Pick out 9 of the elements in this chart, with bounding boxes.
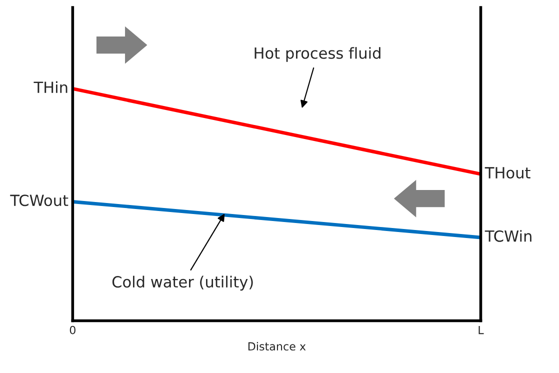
x-tick-label: 0: [70, 326, 76, 334]
text: Hot process fluid: [254, 47, 380, 62]
annotation: THout: [484, 167, 530, 179]
annotation: TCWin: [484, 230, 532, 242]
annotation: TCWout: [10, 194, 68, 206]
annotation: THin: [34, 81, 68, 93]
x-tick-label: L: [478, 326, 484, 334]
annotation: Cold water (utility): [112, 276, 253, 291]
x-axis-title: Distance x: [248, 342, 306, 351]
